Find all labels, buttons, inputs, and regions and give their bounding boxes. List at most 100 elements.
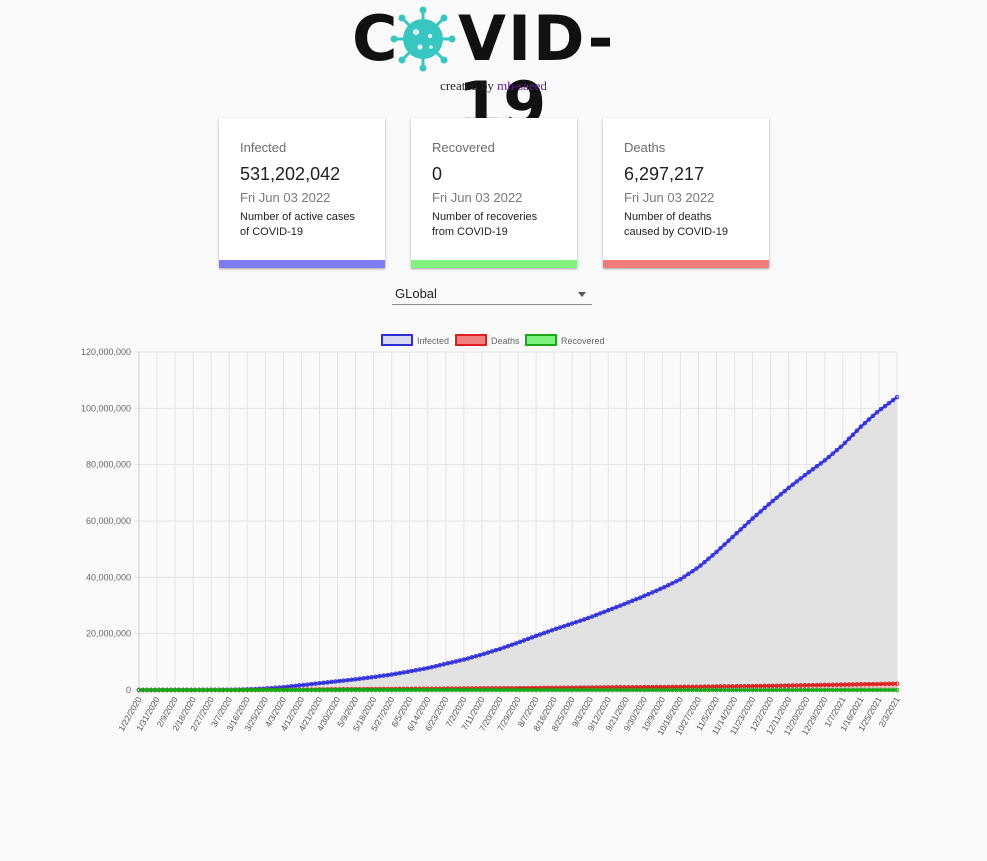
recovered-point <box>192 687 198 693</box>
country-select[interactable]: GLobal <box>392 282 592 305</box>
infected-point <box>870 413 876 419</box>
infected-point <box>517 639 523 645</box>
infected-point <box>630 598 635 604</box>
infected-point <box>557 625 563 630</box>
infected-point <box>377 673 382 679</box>
infected-point <box>738 527 743 532</box>
card-date: Fri Jun 03 2022 <box>240 190 331 205</box>
recovered-point <box>305 687 310 693</box>
infected-point <box>762 505 767 511</box>
infected-point <box>818 461 824 466</box>
infected-point <box>706 556 711 561</box>
infected-point <box>722 542 727 547</box>
infected-point <box>750 516 755 521</box>
infected-point <box>417 667 422 672</box>
recovered-point <box>493 687 499 693</box>
infected-point <box>666 582 671 588</box>
infected-point <box>425 665 431 671</box>
infected-point <box>850 432 856 438</box>
recovered-point <box>417 687 422 693</box>
infected-point <box>525 636 531 642</box>
infected-point <box>569 621 575 626</box>
infected-point <box>341 678 346 683</box>
deaths-card: Deaths 6,297,217 Fri Jun 03 2022 Number … <box>603 118 769 268</box>
infected-point <box>854 428 860 433</box>
infected-point <box>770 498 775 504</box>
infected-point <box>365 675 370 681</box>
infected-point <box>541 630 547 636</box>
infected-point <box>577 618 583 624</box>
covid-line-chart: 0 20,000,000 40,000,000 60,000,000 80,000,00… <box>81 334 902 737</box>
infected-point <box>457 658 463 663</box>
infected-point <box>890 397 896 403</box>
infected-point <box>638 595 643 600</box>
infected-point <box>662 584 667 590</box>
virus-icon <box>390 6 456 72</box>
infected-point <box>605 608 611 613</box>
infected-point <box>614 604 619 610</box>
infected-point <box>830 451 836 456</box>
infected-point <box>690 568 695 574</box>
deaths-legend-swatch <box>455 334 487 346</box>
card-value: 0 <box>432 164 443 184</box>
infected-point <box>810 467 816 472</box>
infected-point <box>441 662 447 667</box>
infected-point <box>806 469 812 475</box>
infected-point <box>445 661 451 666</box>
recovered-point <box>533 687 539 693</box>
infected-point <box>842 440 848 446</box>
infected-legend-swatch <box>381 334 413 346</box>
recovered-legend-swatch <box>525 334 557 346</box>
recovered-point <box>894 687 900 693</box>
infected-point <box>333 679 338 684</box>
infected-point <box>882 403 888 409</box>
chevron-down-icon <box>578 292 586 297</box>
infected-point <box>846 436 852 442</box>
infected-point <box>305 682 310 687</box>
y-tick-label: 0 <box>126 685 131 695</box>
card-title: Recovered <box>432 140 495 155</box>
recovered-point <box>152 687 158 693</box>
card-description: Number of recoveries from COVID-19 <box>432 211 538 238</box>
author-link[interactable]: mh-saeed <box>497 78 547 93</box>
y-tick-label: 40,000,000 <box>86 572 131 582</box>
infected-point <box>834 447 840 453</box>
infected-point <box>545 629 551 634</box>
infected-point <box>505 643 511 649</box>
infected-point <box>313 681 318 686</box>
infected-point <box>361 676 366 681</box>
infected-point <box>381 673 386 678</box>
infected-legend-label: Infected <box>417 336 449 346</box>
infected-point <box>646 591 651 597</box>
card-title: Infected <box>240 140 287 155</box>
logo-text-left: C <box>352 2 400 75</box>
infected-point <box>461 657 467 662</box>
infected-point <box>874 410 880 415</box>
infected-point <box>609 606 615 611</box>
deaths-point <box>874 681 880 687</box>
infected-point <box>389 672 394 677</box>
infected-point <box>702 559 707 565</box>
recovered-point <box>341 687 346 693</box>
infected-point <box>790 482 795 487</box>
infected-point <box>429 664 435 670</box>
infected-point <box>726 538 731 543</box>
infected-point <box>774 495 779 500</box>
infected-point <box>894 394 900 400</box>
infected-point <box>886 400 892 406</box>
infected-point <box>698 563 703 568</box>
infected-point <box>862 420 868 426</box>
y-tick-label: 20,000,000 <box>86 629 131 639</box>
logo-text-right: VID-19 <box>458 2 616 141</box>
infected-point <box>674 578 679 584</box>
recovered-point <box>569 687 575 693</box>
infected-point <box>493 647 499 653</box>
card-color-bar <box>603 260 769 268</box>
infected-point <box>786 485 791 491</box>
card-color-bar <box>219 260 385 268</box>
infected-point <box>533 633 539 639</box>
card-value: 6,297,217 <box>624 164 705 184</box>
card-date: Fri Jun 03 2022 <box>432 190 523 205</box>
infected-point <box>345 677 350 683</box>
infected-point <box>650 590 655 595</box>
